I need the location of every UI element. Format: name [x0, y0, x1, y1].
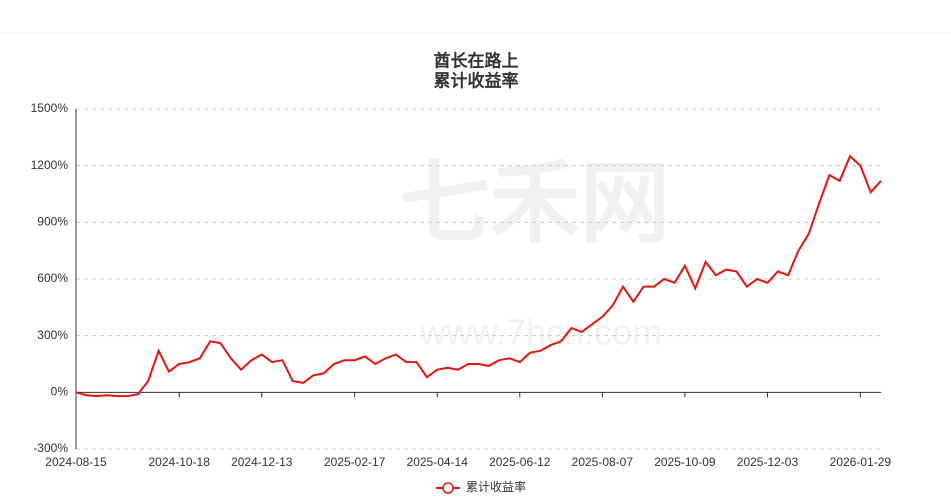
watermark: 七禾网 [400, 154, 670, 254]
y-tick-label: 900% [37, 215, 68, 229]
y-tick-label: 600% [37, 271, 68, 285]
x-tick-label: 2025-04-14 [407, 455, 469, 469]
chart-title: 酋长在路上 [434, 50, 519, 70]
watermark: www.7hcn.com [419, 312, 662, 353]
chart-subtitle: 累计收益率 [434, 70, 519, 90]
y-tick-label: 1200% [31, 158, 69, 172]
x-tick-label: 2025-10-09 [654, 455, 716, 469]
legend-label: 累计收益率 [466, 479, 526, 494]
legend-marker [442, 482, 454, 494]
x-tick-label: 2024-08-15 [45, 455, 107, 469]
x-tick-label: 2025-12-03 [737, 455, 799, 469]
x-tick-label: 2025-02-17 [324, 455, 386, 469]
x-tick-label: 2024-12-13 [231, 455, 293, 469]
x-tick-label: 2024-10-18 [149, 455, 211, 469]
y-tick-label: 0% [51, 385, 69, 399]
x-tick-label: 2026-01-29 [830, 455, 892, 469]
y-tick-label: 300% [37, 328, 68, 342]
data-line [75, 154, 882, 398]
x-tick-label: 2025-06-12 [489, 455, 551, 469]
y-tick-label: -300% [33, 441, 68, 455]
x-tick-label: 2025-08-07 [572, 455, 634, 469]
y-tick-label: 1500% [31, 101, 69, 115]
